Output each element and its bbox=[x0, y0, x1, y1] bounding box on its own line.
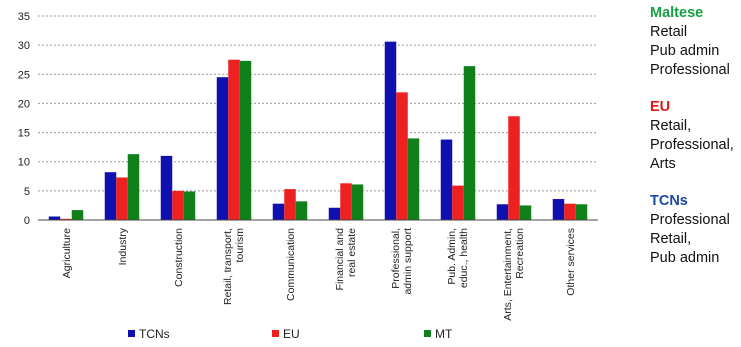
y-tick-label: 15 bbox=[18, 128, 30, 140]
bar-eu bbox=[284, 189, 296, 220]
x-tick-label-line: tourism bbox=[234, 228, 246, 263]
side-group-title: TCNs bbox=[650, 193, 688, 209]
x-tick-label: Arts, Entertainment,Recreation bbox=[502, 228, 526, 321]
bar-tcns bbox=[160, 155, 173, 220]
x-axis: Agriculture Industry Construction Retail, t… bbox=[38, 219, 598, 321]
x-tick-label-line: Construction bbox=[173, 228, 185, 287]
y-tick-label: 5 bbox=[24, 186, 30, 198]
bar-eu bbox=[452, 185, 464, 220]
side-group-item: Professional bbox=[650, 62, 730, 78]
bar-tcns bbox=[440, 139, 453, 220]
x-tick-label: Construction bbox=[173, 228, 185, 287]
y-axis: 0 5 10 15 20 25 30 35 bbox=[18, 11, 30, 227]
bar-mt bbox=[239, 60, 252, 220]
x-tick-label: Pub. Admin,educ., health bbox=[446, 228, 470, 288]
side-group-item: Retail, bbox=[650, 231, 692, 247]
x-tick-label: Retail, transport,tourism bbox=[222, 228, 246, 305]
bars bbox=[48, 41, 588, 220]
side-group-item: Retail, bbox=[650, 118, 692, 134]
bar-tcns bbox=[384, 41, 397, 220]
y-tick-label: 25 bbox=[18, 69, 30, 81]
bar-mt bbox=[71, 210, 84, 220]
x-tick-label: Other services bbox=[565, 228, 577, 296]
side-group-item: Professional bbox=[650, 212, 730, 228]
bar-chart: 0 5 10 15 20 25 30 35 Agriculture Industry Constr… bbox=[18, 11, 598, 341]
side-group-tcns: TCNs Professional Retail, Pub admin bbox=[650, 192, 741, 268]
bar-mt bbox=[575, 204, 588, 220]
bar-mt bbox=[407, 138, 420, 220]
side-group-maltese: Maltese Retail Pub admin Professional bbox=[650, 4, 741, 80]
legend-label-tcns: TCNs bbox=[139, 327, 170, 341]
x-tick-label: Industry bbox=[117, 227, 129, 265]
bar-eu bbox=[340, 183, 352, 220]
side-group-item: Pub admin bbox=[650, 250, 720, 266]
bar-tcns bbox=[272, 203, 285, 220]
side-group-item: Pub admin bbox=[650, 43, 720, 59]
bar-tcns bbox=[496, 204, 509, 220]
x-tick-label-line: Industry bbox=[117, 227, 129, 265]
side-group-item: Retail bbox=[650, 24, 688, 40]
side-group-eu: EU Retail, Professional, Arts bbox=[650, 98, 741, 174]
legend-swatch-eu bbox=[272, 330, 279, 337]
bar-eu bbox=[508, 116, 520, 220]
bar-mt bbox=[351, 184, 364, 220]
y-tick-label: 35 bbox=[18, 11, 30, 23]
x-tick-label-line: Retail, transport, bbox=[222, 228, 234, 305]
x-tick-label-line: Arts, Entertainment, bbox=[502, 228, 514, 321]
x-tick-label-line: Recreation bbox=[514, 228, 526, 279]
bar-eu bbox=[60, 218, 72, 220]
legend-swatch-tcns bbox=[128, 330, 135, 337]
bar-tcns bbox=[104, 172, 117, 220]
x-tick-label-line: Communication bbox=[285, 228, 297, 301]
y-tick-label: 10 bbox=[18, 157, 30, 169]
bar-eu bbox=[396, 92, 408, 220]
x-tick-label: Communication bbox=[285, 228, 297, 301]
y-tick-label: 0 bbox=[24, 215, 30, 227]
bar-mt bbox=[519, 205, 532, 220]
x-tick-label: Professional,admin support bbox=[390, 228, 414, 295]
side-group-item: Professional, bbox=[650, 137, 734, 153]
bar-eu bbox=[564, 203, 576, 220]
bar-mt bbox=[295, 201, 308, 220]
x-tick-label-line: Pub. Admin, bbox=[446, 228, 458, 285]
x-tick-label-line: Professional, bbox=[390, 228, 402, 289]
x-tick-label-line: Financial and bbox=[334, 228, 346, 291]
side-group-item: Arts bbox=[650, 156, 676, 172]
x-tick-label: Financial andreal estate bbox=[334, 228, 358, 291]
bar-tcns bbox=[328, 207, 341, 220]
legend-label-eu: EU bbox=[283, 327, 300, 341]
side-group-title: Maltese bbox=[650, 5, 704, 21]
legend-label-mt: MT bbox=[435, 327, 453, 341]
x-tick-label: Agriculture bbox=[61, 228, 73, 278]
bar-tcns bbox=[216, 77, 229, 220]
legend: TCNs EU MT bbox=[128, 327, 453, 341]
bar-mt bbox=[127, 154, 140, 220]
bar-eu bbox=[228, 59, 240, 220]
y-tick-label: 20 bbox=[18, 98, 30, 110]
legend-swatch-mt bbox=[424, 330, 431, 337]
x-tick-label-line: real estate bbox=[346, 228, 358, 277]
bar-mt bbox=[183, 191, 196, 220]
bar-mt bbox=[463, 66, 476, 220]
bar-eu bbox=[172, 190, 184, 220]
x-tick-label-line: admin support bbox=[402, 228, 414, 295]
y-tick-label: 30 bbox=[18, 40, 30, 52]
side-panel: Maltese Retail Pub admin Professional EU Reta… bbox=[650, 4, 741, 286]
bar-eu bbox=[116, 177, 128, 220]
side-group-title: EU bbox=[650, 99, 671, 115]
bar-tcns bbox=[552, 199, 565, 220]
x-tick-label-line: Agriculture bbox=[61, 228, 73, 278]
x-tick-label-line: educ., health bbox=[458, 228, 470, 288]
bar-tcns bbox=[48, 216, 61, 220]
x-tick-label-line: Other services bbox=[565, 228, 577, 296]
